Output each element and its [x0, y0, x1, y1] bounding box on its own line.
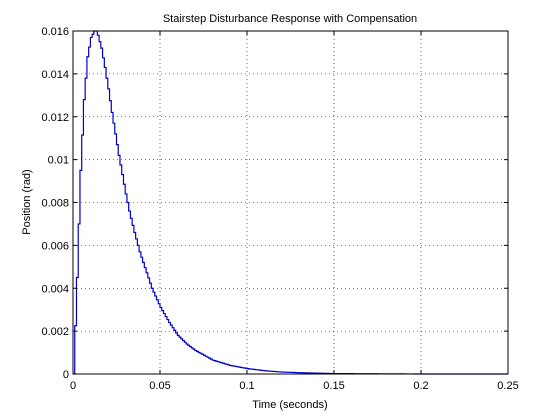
plot-area [72, 30, 509, 375]
y-tick-label: 0.014 [41, 69, 69, 81]
y-tick-label: 0.004 [41, 283, 69, 295]
x-tick-label: 0.25 [497, 380, 518, 392]
grid-lines [73, 31, 508, 374]
x-tick-label: 0.05 [149, 380, 170, 392]
x-axis-label: Time (seconds) [252, 399, 327, 411]
y-tick-label: 0.016 [41, 26, 69, 38]
chart-title: Stairstep Disturbance Response with Comp… [163, 13, 417, 25]
y-tick-label: 0.006 [41, 240, 69, 252]
y-tick-label: 0.01 [48, 155, 69, 167]
y-tick-label: 0.002 [41, 326, 69, 338]
x-tick-label: 0.2 [413, 380, 428, 392]
x-tick-label: 0.1 [239, 380, 254, 392]
y-axis-label: Position (rad) [21, 169, 33, 234]
y-tick-label: 0 [63, 369, 69, 381]
y-tick-label: 0.008 [41, 198, 69, 210]
y-tick-label: 0.012 [41, 112, 69, 124]
x-tick-label: 0.15 [323, 380, 344, 392]
x-tick-label: 0 [70, 380, 76, 392]
axis-ticks: 0 0.05 0.1 0.15 0.2 0.25 0 0.002 0.004 0.006 0.008… [41, 26, 518, 392]
